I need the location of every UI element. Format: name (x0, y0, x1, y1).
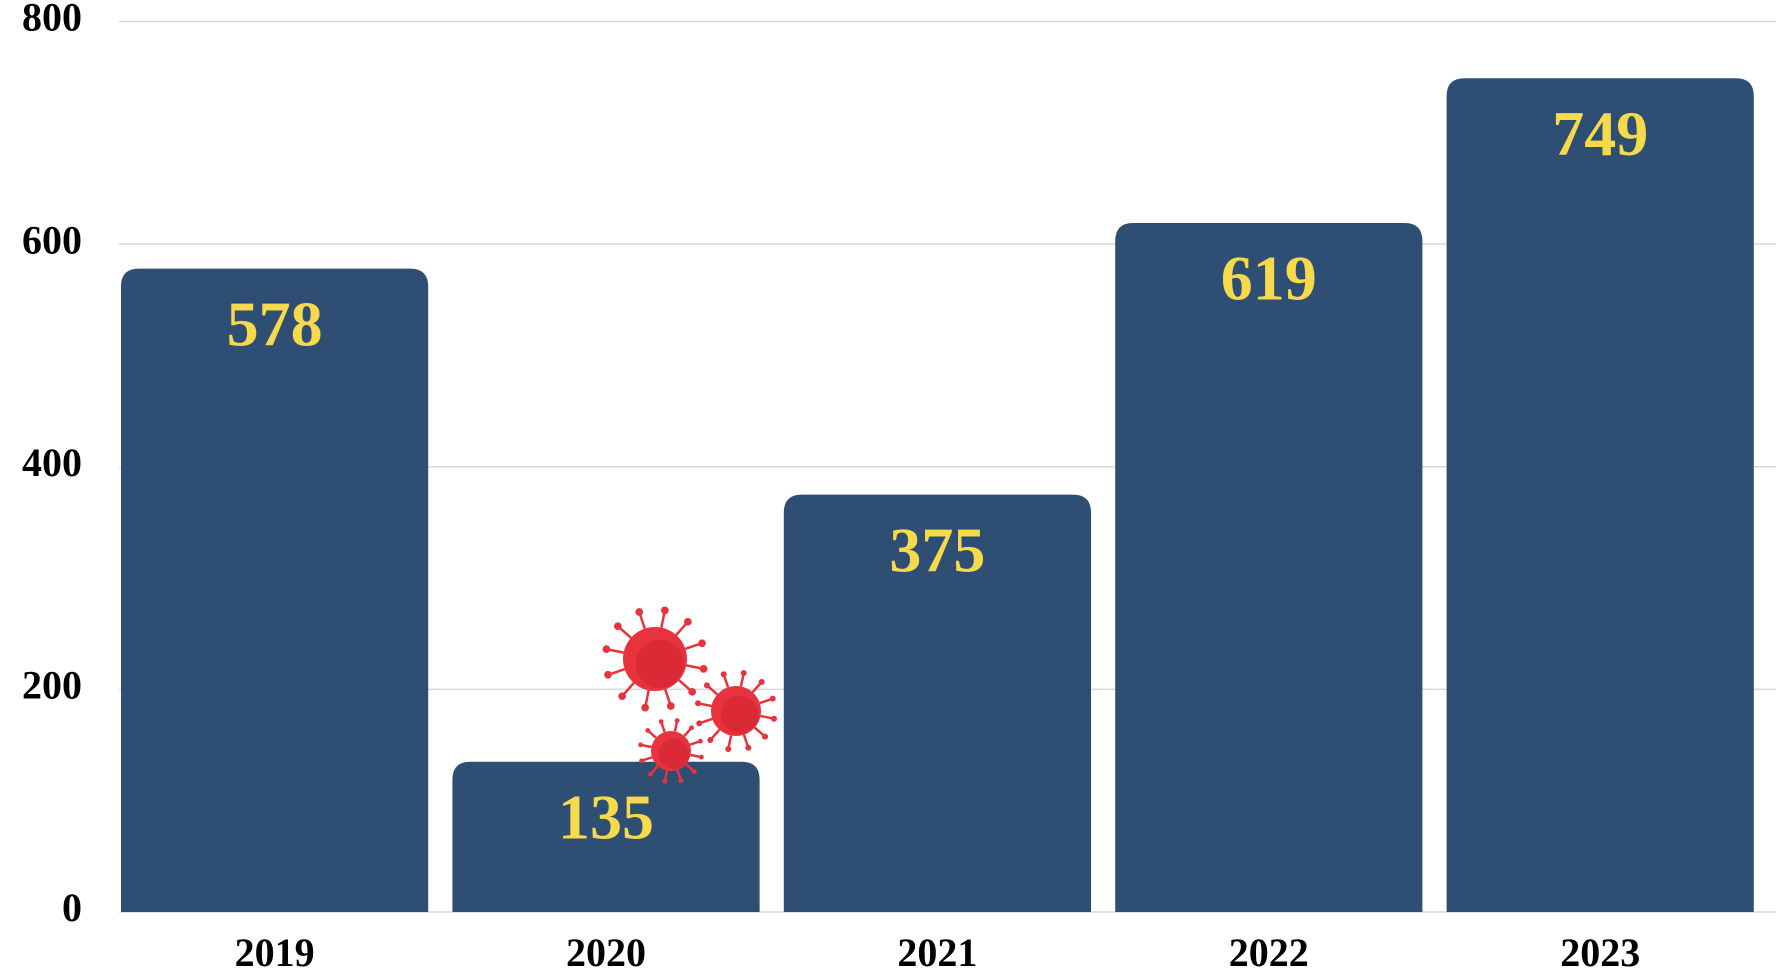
value-label: 375 (889, 514, 985, 585)
virus-spike-tip (770, 715, 777, 722)
y-tick-label: 0 (62, 885, 82, 930)
virus-spike-tip (635, 608, 644, 616)
bar (783, 494, 1092, 912)
virus-spike-tip (698, 754, 704, 760)
virus-spike-tip (725, 745, 732, 752)
virus-spike-tip (645, 728, 651, 733)
virus-spike-tip (697, 738, 703, 744)
virus-spike-tip (678, 777, 684, 783)
x-tick-label: 2022 (1229, 930, 1309, 975)
virus-icon (695, 670, 777, 752)
virus-spike-tip (648, 771, 653, 777)
bar (1446, 78, 1754, 912)
y-tick-label: 200 (22, 663, 82, 708)
x-tick-label: 2020 (566, 930, 646, 975)
virus-spike-tip (602, 645, 611, 653)
virus-spike-tip (638, 742, 644, 748)
virus-spike-tip (745, 744, 752, 751)
x-tick-label: 2021 (897, 930, 977, 975)
virus-shade (721, 696, 759, 734)
virus-spike-tip (698, 639, 706, 648)
virus-spike-tip (758, 678, 765, 685)
virus-shade (659, 739, 689, 769)
y-tick-label: 800 (22, 0, 82, 40)
virus-spike-tip (662, 778, 668, 784)
virus-spike-tip (688, 687, 697, 696)
value-label: 578 (227, 288, 323, 359)
value-label: 749 (1552, 98, 1648, 169)
virus-spike-tip (604, 670, 612, 679)
virus-spike-tip (703, 682, 710, 689)
virus-spike-tip (674, 718, 680, 724)
virus-spike-tip (683, 617, 692, 626)
value-label: 619 (1221, 243, 1317, 314)
virus-spike-tip (641, 703, 649, 712)
y-tick-label: 400 (22, 440, 82, 485)
virus-spike-tip (661, 606, 669, 615)
virus-spike-tip (696, 720, 703, 727)
virus-spike-tip (691, 769, 697, 774)
virus-spike-tip (720, 671, 727, 678)
value-label: 135 (558, 781, 654, 852)
virus-spike-tip (666, 702, 675, 710)
bar (452, 761, 760, 912)
virus-spike-tip (695, 700, 702, 707)
virus-spike-tip (762, 733, 769, 740)
virus-spike-tip (618, 692, 627, 701)
virus-spike-tip (639, 758, 645, 764)
x-tick-label: 2023 (1560, 930, 1640, 975)
y-tick-label: 600 (22, 217, 82, 262)
virus-decoration (602, 606, 777, 784)
virus-spike-tip (658, 719, 664, 725)
virus-spike-tip (707, 737, 714, 744)
virus-icon (602, 606, 708, 712)
bar (121, 268, 429, 912)
virus-shade (635, 639, 684, 688)
bars: 2019 578 2020 135 2021 375 2022 619 2023 749 (121, 78, 1754, 975)
virus-spike-tip (769, 695, 776, 702)
x-tick-label: 2019 (235, 930, 315, 975)
virus-spike-tip (699, 665, 708, 673)
virus-spike-tip (740, 670, 747, 677)
virus-icon (638, 718, 704, 784)
virus-spike-tip (613, 622, 622, 631)
bar (1115, 222, 1423, 912)
virus-spike-tip (689, 725, 694, 731)
